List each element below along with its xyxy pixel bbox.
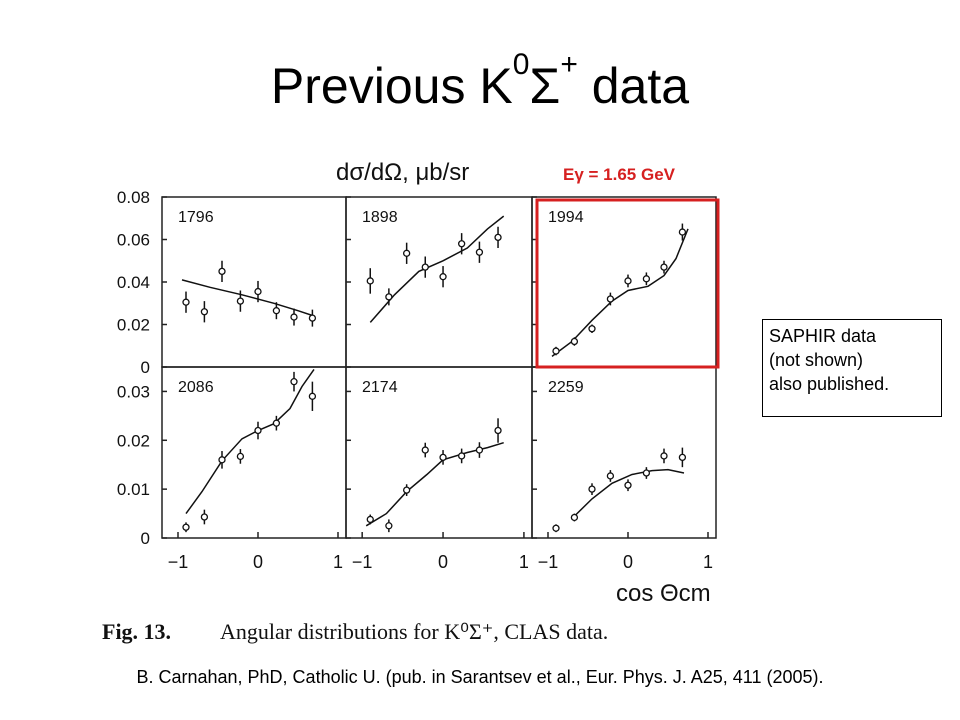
data-point <box>552 524 560 532</box>
data-point <box>254 287 262 296</box>
data-point <box>421 446 429 454</box>
y-tick-label: 0.08 <box>117 188 150 207</box>
fit-curve-1898 <box>369 215 505 323</box>
panel-label-2174: 2174 <box>362 379 398 396</box>
x-tick-label: 1 <box>519 552 529 572</box>
data-point <box>290 378 298 386</box>
data-point <box>385 522 393 530</box>
panel-label-2259: 2259 <box>548 379 584 396</box>
data-point <box>366 277 374 285</box>
saphir-note-line-3: also published. <box>769 374 890 394</box>
x-tick-label: 0 <box>253 552 263 572</box>
data-point <box>308 392 317 400</box>
data-point <box>236 297 245 305</box>
data-point <box>678 453 687 462</box>
y-tick-label: 0.02 <box>117 431 150 450</box>
data-point <box>254 426 262 435</box>
data-point <box>570 337 579 346</box>
y-tick-label: 0 <box>141 358 150 377</box>
panel-label-1898: 1898 <box>362 209 398 226</box>
x-tick-label: 1 <box>333 552 343 572</box>
slide-title: Previous K0Σ+ data <box>0 50 960 116</box>
data-point <box>624 277 632 285</box>
data-point <box>403 486 411 494</box>
data-point <box>439 453 447 462</box>
panel-label-2086: 2086 <box>178 379 214 396</box>
title-tail: data <box>577 58 690 114</box>
data-point <box>457 452 466 460</box>
data-point <box>290 313 298 321</box>
data-point <box>200 308 209 316</box>
data-point <box>218 456 226 464</box>
fit-curve-2174 <box>365 441 504 527</box>
x-tick-label: −1 <box>168 552 189 572</box>
data-point <box>624 481 632 489</box>
data-point <box>475 446 484 454</box>
data-point <box>200 513 209 521</box>
title-main: Previous K <box>270 58 513 114</box>
title-sigma: Σ <box>529 58 561 114</box>
data-point <box>272 419 281 427</box>
data-point <box>588 325 596 333</box>
panel-label-1994: 1994 <box>548 209 584 226</box>
data-point <box>403 249 411 257</box>
data-point <box>494 233 502 242</box>
data-point <box>385 293 393 301</box>
data-point <box>182 523 190 531</box>
y-tick-label: 0.02 <box>117 316 150 335</box>
caption-text: Angular distributions for K⁰Σ⁺, CLAS dat… <box>220 619 608 644</box>
panel-label-1796: 1796 <box>178 209 214 226</box>
x-tick-label: −1 <box>538 552 559 572</box>
saphir-note-line-2: (not shown) <box>769 350 864 370</box>
y-tick-label: 0.03 <box>117 382 150 401</box>
data-point <box>272 307 281 315</box>
data-point <box>588 485 596 493</box>
data-point <box>606 295 615 303</box>
title-superscript-zero: 0 <box>512 48 530 81</box>
title-superscript-plus: + <box>560 48 578 81</box>
data-point <box>218 267 226 276</box>
y-axis-label: dσ/dΩ, μb/sr <box>336 159 469 186</box>
data-point <box>494 426 502 435</box>
caption-label: Fig. 13. <box>102 619 171 644</box>
saphir-note-line-1: SAPHIR data <box>769 326 877 346</box>
y-tick-label: 0.04 <box>117 273 150 292</box>
data-point <box>457 240 466 248</box>
fit-curve-2259 <box>571 468 685 520</box>
y-tick-label: 0.01 <box>117 480 150 499</box>
x-tick-label: 1 <box>703 552 713 572</box>
x-tick-label: 0 <box>438 552 448 572</box>
data-point <box>421 263 429 271</box>
x-axis-label: cos Θcm <box>616 580 711 607</box>
data-point <box>182 298 190 306</box>
citation-text: B. Carnahan, PhD, Catholic U. (pub. in S… <box>136 667 824 687</box>
data-point <box>642 469 651 477</box>
data-point <box>660 263 668 271</box>
data-point <box>660 452 668 460</box>
data-point <box>236 452 245 461</box>
fit-curve-1994 <box>551 228 689 358</box>
y-tick-label: 0.06 <box>117 231 150 250</box>
highlight-box <box>535 198 720 369</box>
y-tick-label: 0 <box>141 529 150 548</box>
saphir-note-box: SAPHIR data (not shown) also published. <box>762 319 942 417</box>
x-tick-label: 0 <box>623 552 633 572</box>
x-tick-label: −1 <box>352 552 373 572</box>
energy-highlight-label: Eγ = 1.65 GeV <box>563 165 676 184</box>
data-point <box>606 472 615 480</box>
data-point <box>570 513 579 522</box>
data-point <box>308 314 317 322</box>
data-point <box>678 228 687 236</box>
data-point <box>366 515 374 524</box>
data-point <box>552 347 560 355</box>
data-point <box>439 273 447 281</box>
data-point <box>475 248 484 256</box>
data-point <box>642 275 651 283</box>
